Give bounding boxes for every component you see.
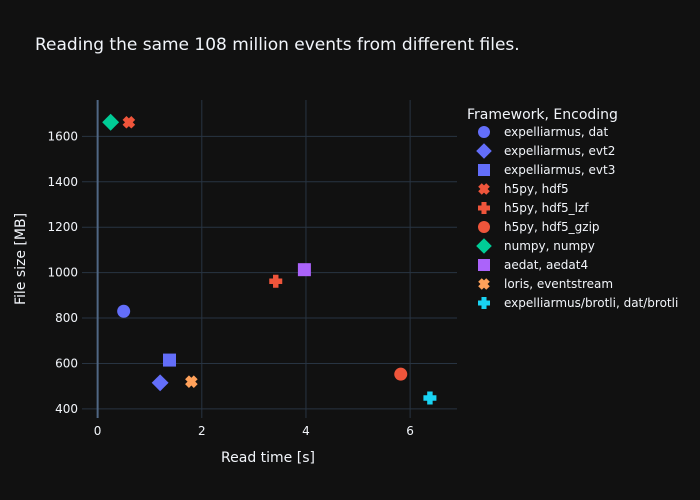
legend-label: expelliarmus/brotli, dat/brotli [504,296,678,310]
y-tick-label: 800 [55,311,78,325]
legend-marker [478,259,490,271]
y-tick-label: 600 [55,356,78,370]
legend-item[interactable]: expelliarmus, evt3 [478,163,615,177]
legend-items: expelliarmus, dat expelliarmus, evt2 expel… [476,125,678,310]
legend-label: expelliarmus, evt3 [504,163,615,177]
legend-marker [478,164,490,176]
legend-item[interactable]: aedat, aedat4 [478,258,588,272]
data-point [423,391,437,405]
legend-marker [478,202,490,214]
x-tick-label: 2 [198,424,206,438]
data-point [163,353,176,367]
legend-marker [478,126,490,138]
legend-label: expelliarmus, evt2 [504,144,615,158]
x-axis-label: Read time [s] [221,450,315,466]
y-tick-label: 1600 [47,129,78,143]
y-tick-label: 1400 [47,175,78,189]
legend-marker [478,278,490,290]
data-point [151,374,169,392]
legend-marker [478,297,490,309]
data-point [394,367,408,381]
legend-title: Framework, Encoding [467,107,618,123]
legend-item[interactable]: h5py, hdf5 [478,182,569,196]
x-tick-label: 6 [406,424,414,438]
data-point [297,263,311,277]
legend-item[interactable]: expelliarmus/brotli, dat/brotli [478,296,678,310]
legend-label: h5py, hdf5_lzf [504,201,589,215]
chart-title: Reading the same 108 million events from… [35,35,520,55]
legend-marker [476,238,492,254]
data-point [185,375,198,388]
legend-item[interactable]: expelliarmus, dat [478,125,608,139]
legend-marker [478,183,490,195]
x-tick-label: 0 [94,424,102,438]
legend-label: aedat, aedat4 [504,258,588,272]
data-point [102,113,120,131]
y-tick-label: 1200 [47,220,78,234]
legend-item[interactable]: expelliarmus, evt2 [476,143,615,159]
legend[interactable]: Framework, Encoding expelliarmus, datexp… [467,107,678,310]
data-point [122,115,136,129]
y-tick-labels: 400 600 800 1000 1200 1400 1600 [47,129,78,416]
legend-marker [478,221,490,233]
y-gridlines [82,135,457,410]
x-tick-label: 4 [302,424,310,438]
legend-marker [476,143,492,159]
y-tick-label: 1000 [47,266,78,280]
legend-item[interactable]: loris, eventstream [478,277,613,291]
legend-item[interactable]: h5py, hdf5_lzf [478,201,589,215]
x-gridlines [96,100,411,418]
legend-label: numpy, numpy [504,239,595,253]
legend-label: loris, eventstream [504,277,613,291]
y-axis-label: File size [MB] [13,213,29,305]
data-points [102,113,437,405]
legend-label: h5py, hdf5 [504,182,569,196]
data-point [117,304,131,318]
legend-item[interactable]: numpy, numpy [476,238,595,254]
data-point [269,274,283,288]
legend-label: h5py, hdf5_gzip [504,220,600,234]
plot-area: 400 600 800 1000 1200 1400 1600 0 2 4 6 [47,100,457,438]
legend-item[interactable]: h5py, hdf5_gzip [478,220,600,234]
x-tick-labels: 0 2 4 6 [94,424,414,438]
legend-label: expelliarmus, dat [504,125,608,139]
y-tick-label: 400 [55,402,78,416]
